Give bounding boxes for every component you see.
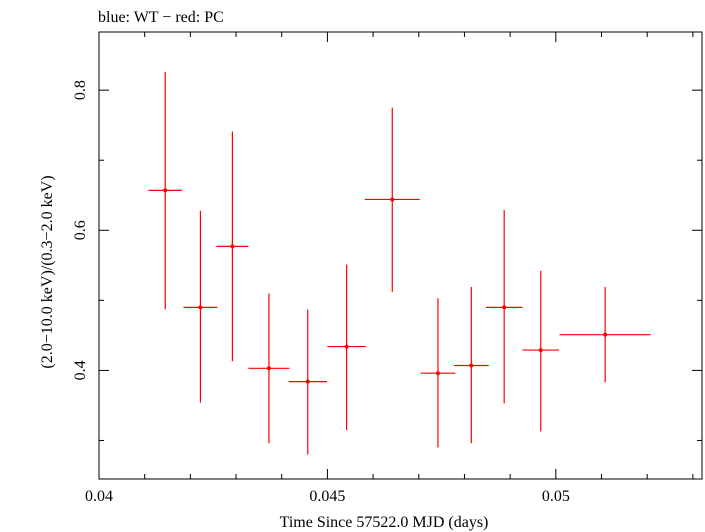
x-tick-label: 0.04: [85, 488, 113, 505]
point-marker: [603, 332, 608, 337]
data-point: [485, 209, 523, 404]
point-marker: [266, 366, 271, 371]
data-point: [288, 309, 327, 455]
data-point: [522, 270, 560, 432]
point-marker: [230, 244, 235, 249]
data-point: [183, 210, 218, 403]
chart-title: blue: WT − red: PC: [98, 9, 224, 26]
y-axis-label: (2.0−10.0 keV)/(0.3−2.0 keV): [39, 175, 56, 368]
x-tick-label: 0.05: [542, 488, 570, 505]
data-point: [364, 107, 420, 292]
point-marker: [163, 188, 168, 193]
point-marker: [538, 348, 543, 353]
data-point: [420, 298, 456, 448]
y-tick-label: 0.4: [72, 360, 89, 380]
data-point: [148, 71, 183, 310]
plot-frame: [98, 31, 703, 480]
data-point: [453, 287, 489, 444]
x-axis-label: Time Since 57522.0 MJD (days): [280, 514, 489, 531]
x-tick-label: 0.045: [309, 488, 345, 505]
point-marker: [344, 344, 349, 349]
data-point: [216, 131, 249, 362]
x-axis: 0.04 0.045 0.05: [85, 32, 694, 505]
series-pc: [148, 71, 651, 455]
point-marker: [198, 305, 203, 310]
data-point: [559, 287, 651, 383]
point-marker: [390, 197, 395, 202]
point-marker: [435, 371, 440, 376]
point-marker: [305, 379, 310, 384]
y-tick-label: 0.8: [72, 80, 89, 100]
data-point: [248, 293, 290, 444]
y-tick-label: 0.6: [72, 220, 89, 240]
point-marker: [502, 305, 507, 310]
y-axis: 0.4 0.6 0.8: [72, 80, 702, 441]
data-point: [327, 264, 366, 430]
point-marker: [469, 363, 474, 368]
